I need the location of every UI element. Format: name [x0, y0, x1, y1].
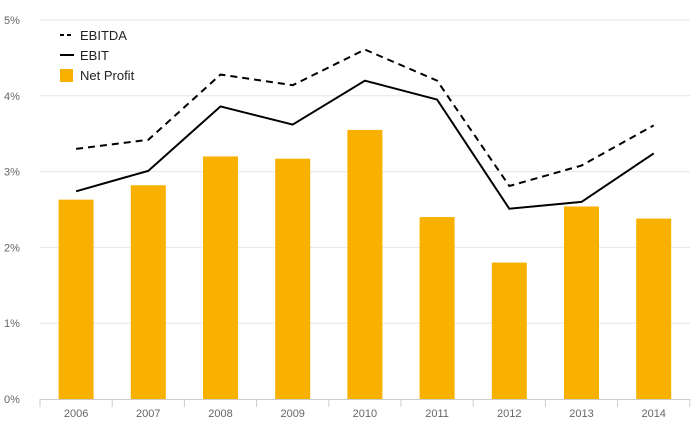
bar-2007: [130, 185, 166, 399]
x-tick-label-2012: 2012: [497, 408, 521, 420]
legend: EBITDA EBIT Net Profit: [60, 28, 135, 83]
x-tick-label-2008: 2008: [208, 408, 232, 420]
bar-2012: [491, 262, 527, 399]
y-tick-label: 3%: [4, 167, 20, 179]
bar-2010: [347, 129, 383, 399]
x-tick-label-2007: 2007: [136, 408, 160, 420]
y-tick-label: 1%: [4, 318, 20, 330]
bar-2009: [275, 158, 311, 399]
x-tick-label-2010: 2010: [353, 408, 377, 420]
legend-label: Net Profit: [80, 68, 135, 83]
y-tick-label: 4%: [4, 91, 20, 103]
bar-2011: [419, 217, 455, 399]
y-tick-label: 0%: [4, 394, 20, 406]
legend-swatch-net-profit: [60, 69, 73, 82]
x-tick-label-2013: 2013: [569, 408, 593, 420]
x-tick-label-2014: 2014: [641, 408, 665, 420]
line-ebitda: [75, 48, 655, 188]
legend-label: EBIT: [80, 48, 109, 63]
y-tick-label: 2%: [4, 242, 20, 254]
y-tick-label: 5%: [4, 15, 20, 27]
line-series: [75, 48, 655, 210]
legend-label: EBITDA: [80, 28, 127, 43]
bar-series-net-profit: [58, 129, 672, 399]
x-tick-label-2011: 2011: [425, 408, 449, 420]
y-axis: 0% 1% 2% 3% 4% 5%: [4, 15, 20, 406]
bar-2006: [58, 199, 94, 399]
bar-2013: [564, 206, 599, 399]
bar-2008: [203, 156, 238, 399]
x-tick-label-2006: 2006: [64, 408, 88, 420]
x-axis: 2006 2007 2008 2009 2010 2011 2012 2013 2014: [39, 399, 691, 420]
line-ebit: [75, 79, 655, 210]
bar-2014: [636, 218, 672, 399]
x-tick-label-2009: 2009: [280, 408, 304, 420]
